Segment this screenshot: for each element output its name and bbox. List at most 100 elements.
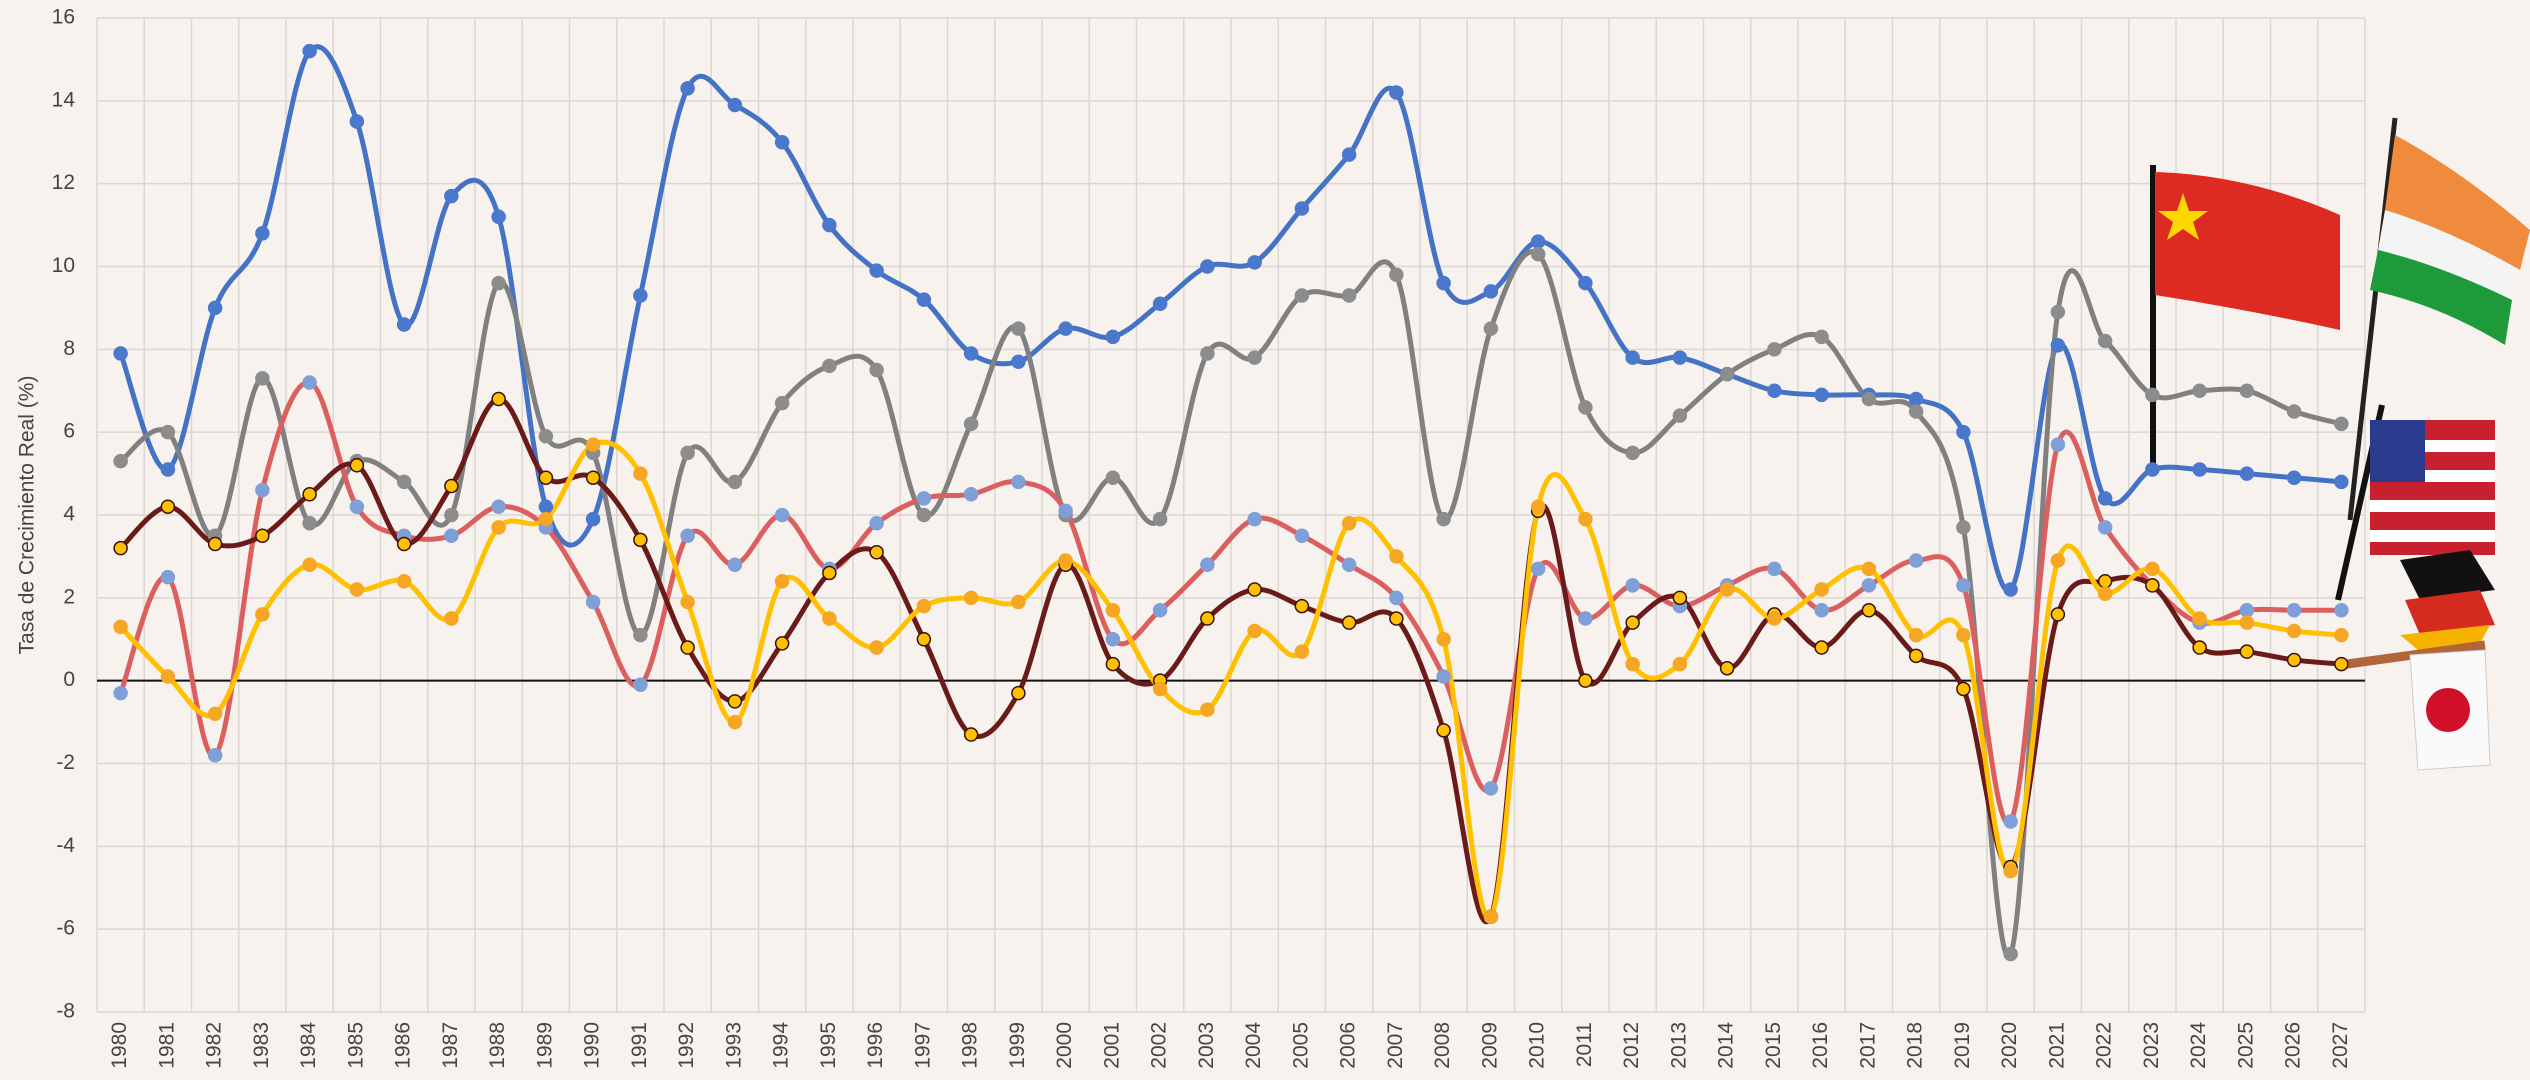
data-point [633, 288, 648, 303]
data-point [1294, 644, 1310, 659]
data-point [1908, 553, 1924, 568]
data-point [1908, 648, 1924, 664]
x-tick-label: 1996 [864, 1022, 887, 1069]
flag-india-saffron [2385, 135, 2530, 270]
flag-star [2158, 193, 2208, 240]
x-tick-label: 1990 [581, 1022, 604, 1069]
y-tick-label: 4 [63, 503, 75, 526]
data-point [1389, 590, 1404, 606]
data-point [822, 565, 837, 581]
data-point [491, 520, 506, 535]
x-tick-label: 2015 [1762, 1022, 1785, 1069]
data-point [2097, 520, 2113, 535]
data-point [1908, 391, 1924, 407]
x-tick-label: 1980 [108, 1022, 131, 1069]
data-point [1105, 329, 1121, 345]
x-tick-label: 2010 [1526, 1022, 1549, 1069]
data-point [963, 346, 979, 361]
x-tick-label: 2011 [1573, 1022, 1596, 1067]
data-point [1861, 561, 1877, 577]
data-point [2097, 586, 2113, 601]
data-point [207, 300, 223, 316]
data-point [1483, 321, 1499, 336]
data-point [2097, 491, 2113, 506]
x-tick-label: 2017 [1856, 1022, 1879, 1069]
data-point [585, 437, 601, 452]
data-point [2286, 404, 2302, 419]
y-axis-label: Tasa de Crecimiento Real (%) [16, 376, 39, 655]
data-point [1625, 350, 1640, 365]
data-point [2192, 462, 2207, 477]
y-tick-label: 8 [63, 337, 75, 360]
data-point [822, 217, 837, 233]
data-point [1152, 681, 1168, 697]
data-point [1436, 275, 1451, 291]
data-point [538, 499, 554, 514]
x-tick-label: 2008 [1431, 1022, 1454, 1069]
data-point [1341, 288, 1357, 303]
x-tick-label: 1993 [722, 1022, 745, 1069]
data-point [1247, 255, 1262, 270]
data-point [727, 557, 743, 572]
data-point [1294, 288, 1310, 303]
data-point [160, 462, 176, 477]
flags [2150, 117, 2530, 771]
x-tick-label: 2022 [2093, 1022, 2116, 1069]
flag-canton [2370, 420, 2425, 482]
flag-stripe [2370, 500, 2495, 512]
series-line [118, 439, 2342, 921]
data-point [1294, 201, 1310, 216]
data-point [302, 557, 317, 572]
data-point [1956, 681, 1971, 697]
data-point [1058, 553, 1073, 568]
data-point [2003, 863, 2018, 879]
data-point [1247, 511, 1262, 527]
data-point [1436, 723, 1451, 738]
data-point [113, 685, 128, 701]
data-point [1530, 561, 1546, 577]
flag-japan-sun [2426, 688, 2470, 732]
data-point [113, 619, 128, 635]
data-point [1625, 445, 1640, 461]
series-line [118, 379, 2342, 826]
data-point [680, 445, 695, 461]
data-point [1200, 259, 1215, 274]
data-point [1247, 623, 1262, 639]
x-tick-label: 1983 [250, 1022, 273, 1069]
data-point [774, 507, 790, 523]
data-point [1200, 557, 1215, 572]
data-point [113, 540, 128, 556]
data-point [302, 516, 317, 531]
data-point [160, 424, 176, 440]
data-point [1814, 640, 1829, 655]
data-point [869, 263, 884, 278]
data-point [2286, 470, 2302, 485]
x-tick-label: 1994 [770, 1022, 793, 1069]
data-point [1341, 516, 1357, 531]
data-point [1672, 590, 1688, 606]
data-point [1719, 660, 1735, 676]
x-tick-label: 1981 [155, 1022, 178, 1069]
data-point [916, 598, 932, 614]
data-point [2334, 416, 2349, 432]
data-point [2145, 462, 2160, 477]
data-point [633, 466, 648, 481]
data-point [774, 574, 790, 589]
data-point [444, 528, 459, 543]
x-tick-label: 2012 [1620, 1022, 1643, 1069]
x-tick-label: 2027 [2329, 1022, 2352, 1069]
data-point [2145, 387, 2160, 403]
x-tick-label: 1986 [392, 1022, 415, 1069]
x-tick-label: 2019 [1951, 1022, 1974, 1069]
x-tick-label: 1992 [675, 1022, 698, 1069]
data-point [2286, 623, 2302, 639]
data-point [774, 395, 790, 411]
data-point [1011, 321, 1026, 336]
data-point [349, 114, 365, 129]
data-point [396, 574, 412, 589]
x-tick-label: 1997 [911, 1022, 934, 1069]
data-point [2192, 383, 2207, 398]
data-point [2003, 814, 2018, 829]
data-point [916, 632, 932, 647]
data-point [1767, 342, 1782, 357]
